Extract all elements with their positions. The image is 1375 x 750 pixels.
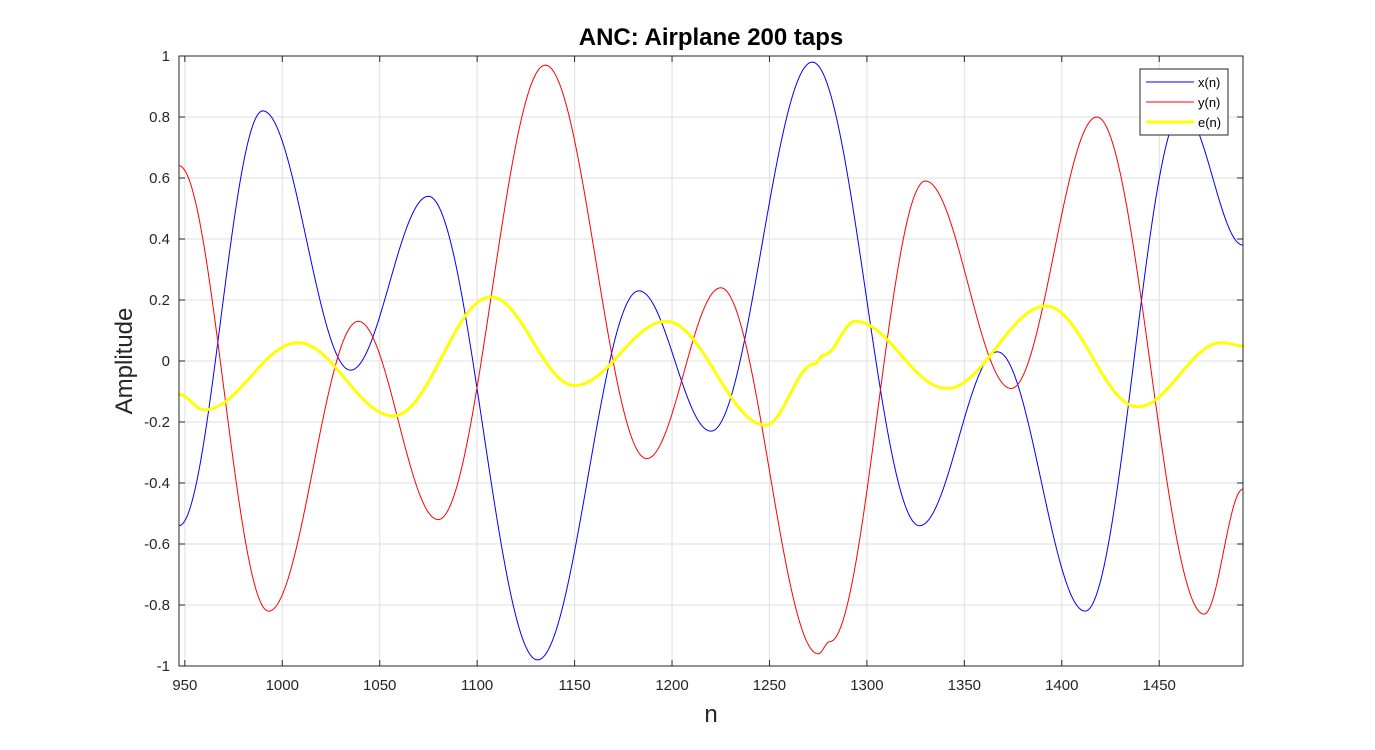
x-tick-label: 1150 <box>558 677 590 694</box>
x-tick-label: 1450 <box>1143 677 1176 694</box>
legend-label-e-n: e(n) <box>1198 115 1221 130</box>
series-line-y-n <box>178 64 1244 655</box>
x-tick-label: 1350 <box>948 677 981 694</box>
series-line-e-n <box>177 295 1245 427</box>
x-tick-label: 1050 <box>363 677 396 694</box>
x-tick-label: 1100 <box>461 677 493 694</box>
x-axis-label: n <box>704 701 717 728</box>
y-tick-label: 0 <box>162 353 170 370</box>
x-tick-label: 950 <box>172 677 197 694</box>
legend-entries: x(n) y(n) e(n) <box>1146 75 1221 130</box>
y-tick-label: -1 <box>157 658 170 675</box>
y-tick-label: -0.2 <box>144 414 170 431</box>
y-tick-label: -0.4 <box>144 475 170 492</box>
x-tick-labels: 950 1000 1050 1100 1150 1200 1250 1300 1350 1400 1… <box>172 677 1176 694</box>
x-tick-label: 1000 <box>266 677 299 694</box>
y-tick-label: 0.8 <box>149 109 170 126</box>
legend: x(n) y(n) e(n) <box>1139 68 1229 136</box>
x-tick-label: 1300 <box>850 677 883 694</box>
series-line-x-n <box>178 61 1244 661</box>
x-tick-label: 1200 <box>655 677 688 694</box>
y-tick-label: 0.2 <box>149 292 170 309</box>
y-tick-label: -0.8 <box>144 597 170 614</box>
legend-label-y-n: y(n) <box>1198 95 1220 110</box>
data-series <box>177 61 1245 661</box>
y-tick-label: 1 <box>162 48 170 65</box>
x-tick-label: 1250 <box>753 677 786 694</box>
y-tick-labels: -1 -0.8 -0.6 -0.4 -0.2 0 0.2 0.4 0.6 0.8 1 <box>144 48 170 675</box>
y-tick-label: -0.6 <box>144 536 170 553</box>
y-axis-label: Amplitude <box>111 308 138 415</box>
y-tick-label: 0.4 <box>149 231 170 248</box>
chart-title: ANC: Airplane 200 taps <box>579 24 844 51</box>
y-tick-label: 0.6 <box>149 170 170 187</box>
axis-ticks <box>179 55 1243 667</box>
legend-label-x-n: x(n) <box>1198 75 1220 90</box>
x-tick-label: 1400 <box>1045 677 1078 694</box>
